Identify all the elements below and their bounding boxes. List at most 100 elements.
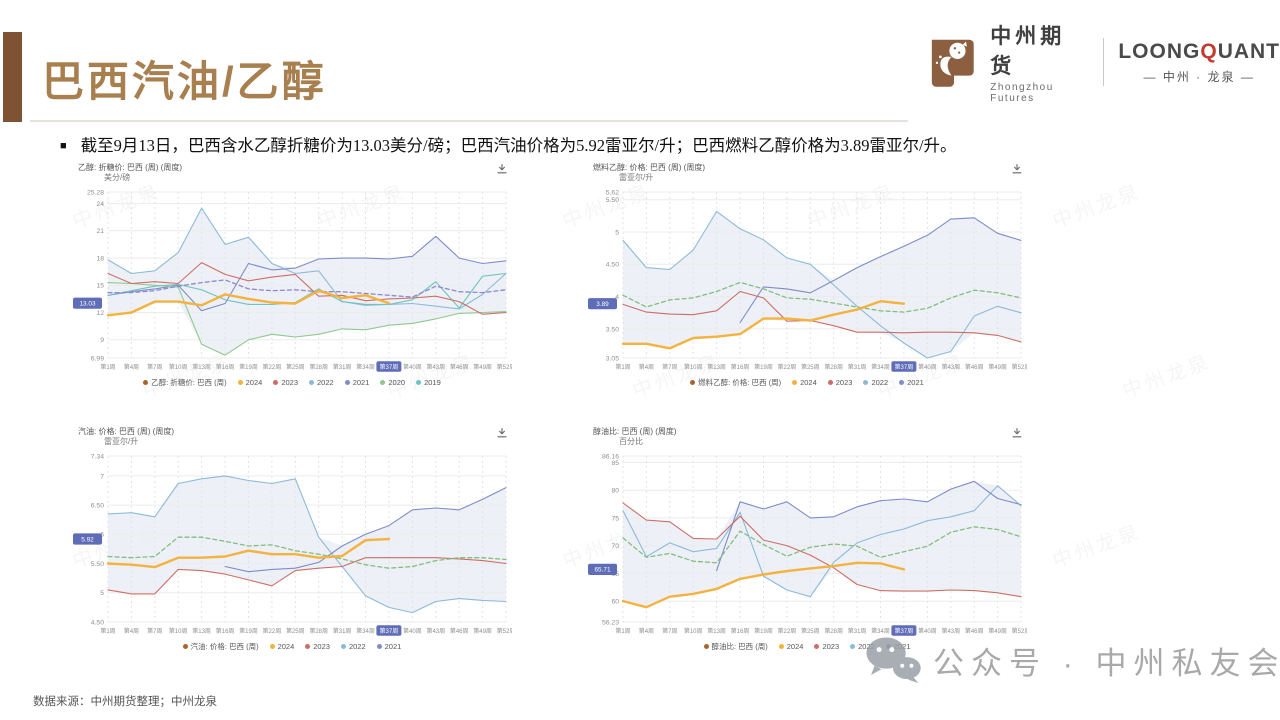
title-underline [30,120,908,122]
svg-text:第13周: 第13周 [192,363,211,371]
legend-item[interactable]: 2024 [778,642,803,651]
svg-text:第37周: 第37周 [380,627,399,635]
range-band [108,475,506,613]
brand-area: 中州期货 Zhongzhou Futures LOONGQUANT — 中州 ·… [925,20,1280,104]
legend-item[interactable]: 2023 [273,378,298,387]
svg-text:第46周: 第46周 [450,627,469,635]
legend-item[interactable]: 2023 [814,642,839,651]
legend-item[interactable]: 2024 [237,378,262,387]
legend-item[interactable]: 2021 [899,378,924,387]
svg-text:第22周: 第22周 [778,363,797,371]
wechat-icon [866,637,921,684]
svg-text:9: 9 [100,337,104,344]
series-2024 [621,300,906,350]
legend-dot-icon [269,644,275,649]
download-icon[interactable] [496,427,508,439]
svg-text:5.92: 5.92 [81,536,94,543]
wechat-text: 公众号 · 中州私友会 [933,645,1280,681]
svg-text:第16周: 第16周 [216,363,235,371]
legend-item[interactable]: 乙醇: 折糖价: 巴西 (周) [143,377,227,388]
svg-text:5.62: 5.62 [606,189,619,196]
svg-text:65.71: 65.71 [595,567,611,574]
chart-unit-label: 美分/磅 [104,173,131,182]
legend-item[interactable]: 2023 [827,378,852,387]
svg-text:第34周: 第34周 [871,363,890,371]
legend-dot-icon [827,380,833,385]
svg-text:4.50: 4.50 [606,262,619,269]
legend-item[interactable]: 2021 [376,642,401,651]
svg-text:7: 7 [100,473,104,480]
svg-text:80: 80 [611,488,619,495]
chart-unit-label: 雷亚尔/升 [104,437,139,446]
wechat-watermark: 公众号 · 中州私友会 [863,634,1280,686]
legend-item[interactable]: 2024 [269,642,294,651]
series-2023 [107,557,507,595]
chart-title: 醇油比: 巴西 (周) (周度) [593,427,677,436]
legend-dot-icon [863,380,869,385]
svg-text:第25周: 第25周 [801,363,820,371]
svg-text:85: 85 [611,460,619,467]
chart-unit-label: 百分比 [619,437,643,446]
svg-text:第22周: 第22周 [263,363,282,371]
series-2024 [621,561,906,609]
legend-item[interactable]: 2019 [416,378,441,387]
series-2022 [107,475,507,614]
svg-text:第40周: 第40周 [403,363,422,371]
series-2023 [107,262,507,315]
download-icon[interactable] [1011,163,1023,175]
download-icon[interactable] [1011,427,1023,439]
svg-text:第40周: 第40周 [403,627,422,635]
legend-item[interactable]: 2024 [792,378,817,387]
chart-head: 燃料乙醇: 价格: 巴西 (周) (周度) 雷亚尔/升 [587,163,1027,187]
svg-text:第40周: 第40周 [918,627,937,635]
svg-text:第13周: 第13周 [707,627,726,635]
svg-text:第10周: 第10周 [684,363,703,371]
leopard-logo-icon [931,39,974,87]
legend-item[interactable]: 2022 [863,378,888,387]
legend-item[interactable]: 燃料乙醇: 价格: 巴西 (周) [690,377,781,388]
svg-text:第1周: 第1周 [615,363,630,371]
svg-text:第4周: 第4周 [124,363,139,371]
svg-text:第49周: 第49周 [473,363,492,371]
legend-item[interactable]: 汽油: 价格: 巴西 (周) [182,641,259,652]
svg-text:第16周: 第16周 [731,627,750,635]
brand-loongquant: LOONGQUANT — 中州 · 龙泉 — [1118,40,1280,85]
svg-text:第22周: 第22周 [263,627,282,635]
legend-item[interactable]: 2022 [850,642,875,651]
series-2021 [107,235,507,312]
series-2019 [107,272,507,309]
legend-item[interactable]: 2022 [340,642,366,651]
legend-dot-icon [237,380,243,385]
svg-text:第46周: 第46周 [450,363,469,371]
svg-text:第25周: 第25周 [286,363,305,371]
svg-text:6: 6 [100,532,104,539]
legend-item[interactable]: 2021 [344,378,369,387]
y-axis-value-badge: 13.03 [73,297,102,309]
chart-title: 汽油: 价格: 巴西 (周) (周度) [78,427,174,436]
download-icon[interactable] [496,163,508,175]
legend-dot-icon [344,380,350,385]
chart-legend: 乙醇: 折糖价: 巴西 (周) 2024 2023 2022 2021 2020 2019 [72,377,512,388]
brand-name-cn: 中州期货 [990,25,1066,78]
legend-dot-icon [376,644,382,649]
series-2024 [106,289,391,317]
svg-text:13.03: 13.03 [80,301,96,308]
svg-text:第10周: 第10周 [684,627,703,635]
svg-text:第34周: 第34周 [356,363,375,371]
legend-item[interactable]: 2022 [309,378,334,387]
svg-text:第1周: 第1周 [615,627,630,635]
legend-item[interactable]: 醇油比: 巴西 (周) [703,641,768,652]
legend-item[interactable]: 2023 [305,642,330,651]
chart-legend: 燃料乙醇: 价格: 巴西 (周) 2024 2023 2022 2021 [587,377,1027,388]
legend-item[interactable]: 2020 [380,378,405,387]
legend-dot-icon [703,644,709,649]
svg-text:第46周: 第46周 [965,363,984,371]
legend-dot-icon [143,380,149,385]
chart-head: 醇油比: 巴西 (周) (周度) 百分比 [587,427,1027,451]
data-source: 数据来源：中州期货整理；中州龙泉 [33,696,217,708]
svg-text:第7周: 第7周 [147,363,162,371]
svg-text:第43周: 第43周 [941,363,960,371]
